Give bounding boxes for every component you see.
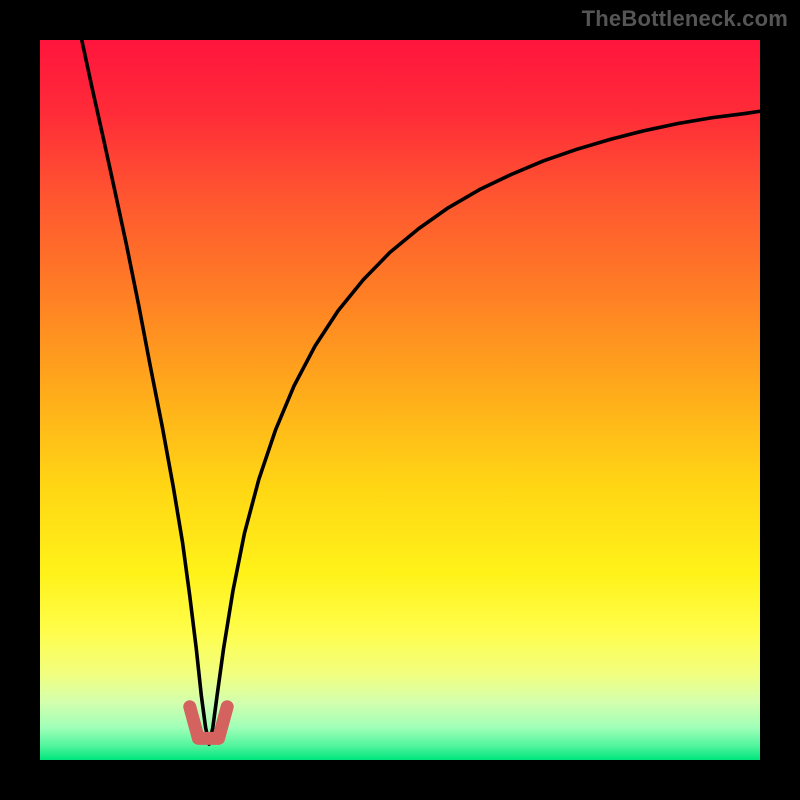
watermark-text: TheBottleneck.com — [582, 6, 788, 32]
bottleneck-curve — [82, 40, 760, 744]
bottom-marker-segment — [219, 707, 228, 739]
bottom-marker-group — [190, 707, 227, 739]
plot-area — [40, 40, 760, 760]
curve-layer — [40, 40, 760, 760]
